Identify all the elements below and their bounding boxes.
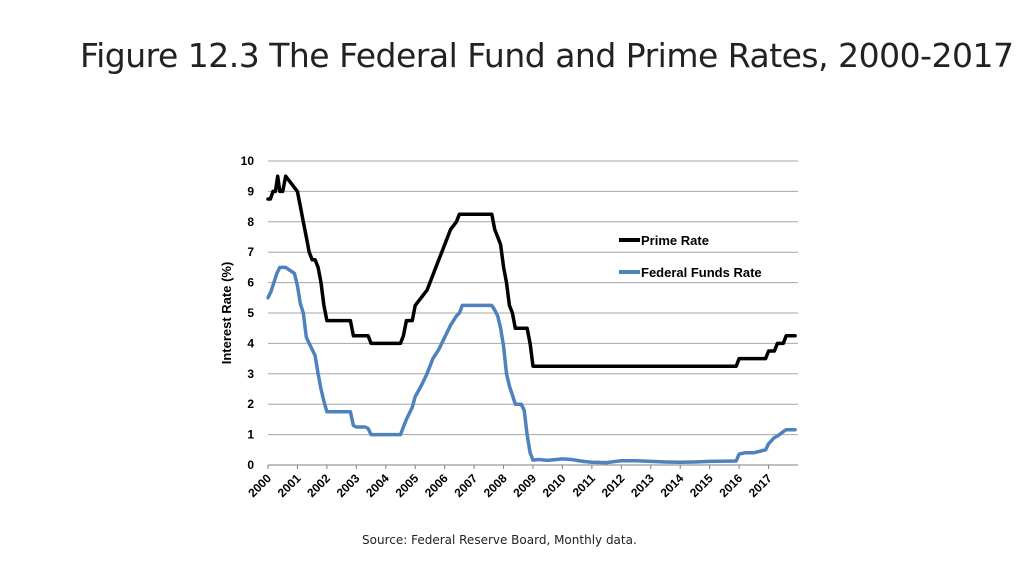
x-tick-label: 2010 bbox=[540, 471, 569, 500]
legend-label: Federal Funds Rate bbox=[641, 265, 762, 280]
x-tick-label: 2003 bbox=[334, 471, 363, 500]
source-note: Source: Federal Reserve Board, Monthly d… bbox=[362, 533, 637, 547]
x-tick-label: 2001 bbox=[275, 471, 304, 500]
y-tick-label: 4 bbox=[247, 336, 254, 350]
y-axis-ticks: 0 1 2 3 4 5 6 7 8 9 10 bbox=[241, 154, 255, 472]
x-axis-ticks: 2000 2001 2002 2003 2004 2005 2006 2007 2008 2009… bbox=[245, 465, 775, 500]
y-tick-label: 5 bbox=[247, 306, 254, 320]
y-tick-label: 2 bbox=[247, 397, 254, 411]
y-tick-label: 3 bbox=[247, 367, 254, 381]
x-tick-label: 2000 bbox=[245, 471, 274, 500]
series-lines bbox=[266, 174, 797, 465]
y-tick-label: 9 bbox=[247, 184, 254, 198]
page-title: Figure 12.3 The Federal Fund and Prime R… bbox=[80, 36, 1014, 75]
y-tick-label: 10 bbox=[241, 154, 255, 168]
y-tick-label: 8 bbox=[247, 215, 254, 229]
x-tick-label: 2009 bbox=[510, 471, 539, 500]
x-tick-label: 2002 bbox=[304, 471, 333, 500]
x-tick-label: 2011 bbox=[570, 471, 599, 500]
y-tick-label: 1 bbox=[247, 428, 254, 442]
x-tick-label: 2013 bbox=[628, 471, 657, 500]
x-tick-label: 2012 bbox=[599, 471, 628, 500]
x-tick-label: 2005 bbox=[393, 471, 422, 500]
y-axis-title: Interest Rate (%) bbox=[219, 262, 234, 365]
x-tick-label: 2014 bbox=[658, 471, 687, 500]
prime-rate-line bbox=[266, 174, 797, 368]
x-tick-label: 2004 bbox=[363, 471, 392, 500]
federal-funds-rate-line bbox=[266, 265, 797, 465]
y-tick-label: 6 bbox=[247, 276, 254, 290]
x-tick-label: 2016 bbox=[716, 471, 745, 500]
legend: Prime Rate Federal Funds Rate bbox=[619, 233, 762, 280]
x-tick-label: 2006 bbox=[422, 471, 451, 500]
legend-label: Prime Rate bbox=[641, 233, 709, 248]
y-tick-label: 7 bbox=[247, 245, 254, 259]
x-tick-label: 2008 bbox=[481, 471, 510, 500]
x-tick-label: 2007 bbox=[451, 471, 480, 500]
x-tick-label: 2017 bbox=[746, 471, 775, 500]
y-tick-label: 0 bbox=[247, 458, 254, 472]
grid-lines bbox=[268, 160, 798, 436]
x-tick-label: 2015 bbox=[687, 471, 716, 500]
